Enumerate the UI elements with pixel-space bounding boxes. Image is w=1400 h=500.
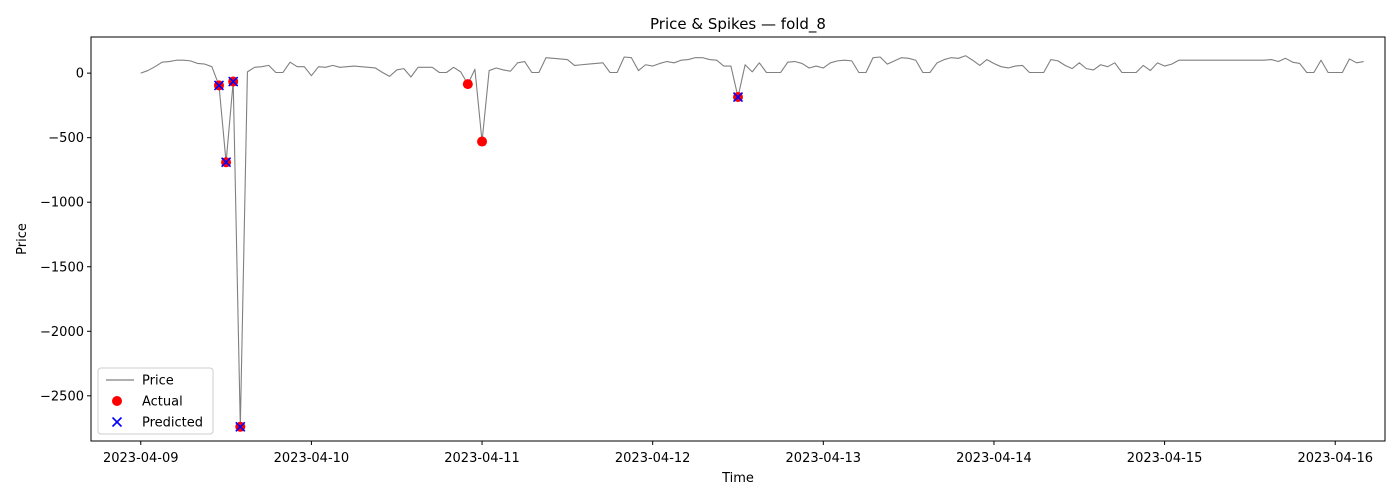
predicted-x-stroke bbox=[732, 91, 744, 103]
spike-markers bbox=[213, 76, 744, 432]
predicted-spike-point bbox=[213, 80, 225, 91]
predicted-spike-point bbox=[235, 421, 246, 432]
y-tick-label: −2000 bbox=[40, 325, 84, 340]
y-tick-label: −1500 bbox=[40, 260, 84, 275]
predicted-x-stroke bbox=[235, 421, 246, 432]
legend-box bbox=[97, 367, 214, 435]
predicted-x-stroke bbox=[221, 157, 232, 168]
legend-label-price: Price bbox=[142, 374, 174, 389]
price-line bbox=[140, 55, 1364, 428]
x-tick-label: 2023-04-11 bbox=[444, 451, 520, 466]
y-tick-label: −1000 bbox=[40, 196, 84, 211]
predicted-spike-point bbox=[732, 91, 744, 103]
predicted-spike-point bbox=[228, 76, 239, 87]
legend-predicted-swatch bbox=[111, 416, 123, 428]
x-tick-label: 2023-04-15 bbox=[1127, 451, 1203, 466]
chart-title: Price & Spikes — fold_8 bbox=[650, 15, 826, 34]
legend: Price Actual Predicted bbox=[97, 367, 214, 435]
legend-label-predicted: Predicted bbox=[142, 416, 203, 431]
predicted-spike-point bbox=[221, 157, 232, 168]
x-tick-label: 2023-04-12 bbox=[615, 451, 691, 466]
y-axis: 0 −500 −1000 −1500 −2000 −2500 bbox=[40, 67, 91, 404]
x-tick-label: 2023-04-10 bbox=[274, 451, 350, 466]
y-tick-label: 0 bbox=[76, 67, 84, 82]
y-tick-label: −500 bbox=[48, 131, 84, 146]
plot-series bbox=[140, 55, 1364, 428]
x-axis: 2023-04-09 2023-04-10 2023-04-11 2023-04-12… bbox=[103, 441, 1373, 466]
x-axis-title: Time bbox=[721, 471, 754, 486]
actual-spike-point bbox=[462, 79, 473, 90]
x-tick-label: 2023-04-09 bbox=[103, 451, 179, 466]
legend-label-actual: Actual bbox=[142, 395, 183, 410]
predicted-x-stroke bbox=[228, 76, 239, 87]
actual-spike-point bbox=[477, 136, 488, 147]
plot-area-frame bbox=[90, 36, 1386, 442]
predicted-x-stroke bbox=[213, 80, 225, 91]
legend-actual-swatch bbox=[112, 396, 122, 406]
y-axis-title: Price bbox=[15, 223, 30, 255]
x-tick-label: 2023-04-14 bbox=[956, 451, 1032, 466]
y-tick-label: −2500 bbox=[40, 389, 84, 404]
x-tick-label: 2023-04-16 bbox=[1297, 451, 1373, 466]
x-tick-label: 2023-04-13 bbox=[786, 451, 862, 466]
